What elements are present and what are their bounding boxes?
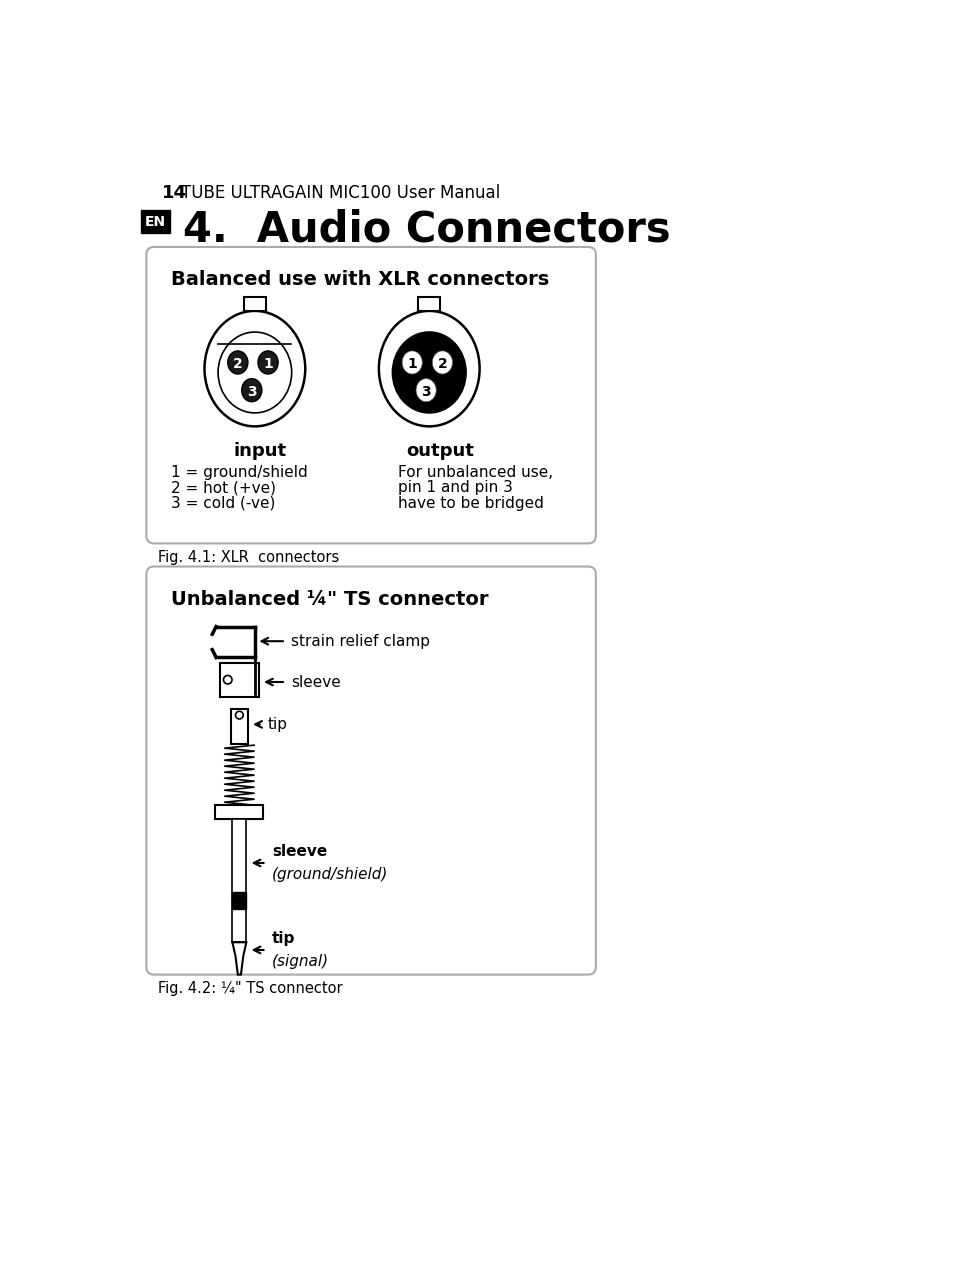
Circle shape [235,711,243,719]
Text: Fig. 4.1: XLR  connectors: Fig. 4.1: XLR connectors [158,550,339,564]
Ellipse shape [257,350,278,374]
Ellipse shape [228,350,248,374]
Text: 2 = hot (+ve): 2 = hot (+ve) [171,480,275,496]
Text: have to be bridged: have to be bridged [397,496,543,510]
Ellipse shape [392,332,466,413]
Text: pin 1 and pin 3: pin 1 and pin 3 [397,480,513,496]
Bar [220,663,258,697]
Bar [233,893,246,909]
Text: 2: 2 [437,357,447,371]
Bar [231,708,248,743]
Text: 14: 14 [162,184,187,202]
Ellipse shape [432,350,452,374]
Ellipse shape [204,310,305,426]
Text: For unbalanced use,: For unbalanced use, [397,465,553,480]
Ellipse shape [241,379,261,402]
Ellipse shape [402,350,422,374]
Bar [418,298,439,310]
Text: 1 = ground/shield: 1 = ground/shield [171,465,308,480]
Ellipse shape [378,310,479,426]
FancyBboxPatch shape [146,567,596,975]
Text: 3: 3 [421,385,431,399]
Text: sleeve: sleeve [272,844,327,859]
FancyBboxPatch shape [146,247,596,544]
Circle shape [223,675,232,684]
Text: 2: 2 [233,357,242,371]
Text: tip: tip [272,931,295,947]
Ellipse shape [416,379,436,402]
Text: 3: 3 [247,385,256,399]
Text: tip: tip [268,717,288,732]
Bar [244,298,266,310]
Text: (ground/shield): (ground/shield) [272,867,388,882]
Text: 1: 1 [263,357,273,371]
Bar [215,805,263,819]
Bar [233,819,246,943]
Text: Unbalanced ¼" TS connector: Unbalanced ¼" TS connector [171,590,488,609]
Text: Balanced use with XLR connectors: Balanced use with XLR connectors [171,270,549,289]
Text: TUBE ULTRAGAIN MIC100 User Manual: TUBE ULTRAGAIN MIC100 User Manual [181,184,500,202]
Polygon shape [233,943,246,975]
Text: strain relief clamp: strain relief clamp [291,634,430,649]
Text: Fig. 4.2: ¼" TS connector: Fig. 4.2: ¼" TS connector [158,980,342,996]
Text: output: output [406,442,474,460]
Text: (signal): (signal) [272,954,329,969]
Text: sleeve: sleeve [291,675,340,689]
Text: 1: 1 [407,357,416,371]
Ellipse shape [218,332,292,413]
Text: EN: EN [145,215,166,228]
Text: 4.  Audio Connectors: 4. Audio Connectors [183,209,670,250]
FancyBboxPatch shape [141,210,171,233]
Text: 3 = cold (-ve): 3 = cold (-ve) [171,496,275,510]
Text: input: input [233,442,286,460]
